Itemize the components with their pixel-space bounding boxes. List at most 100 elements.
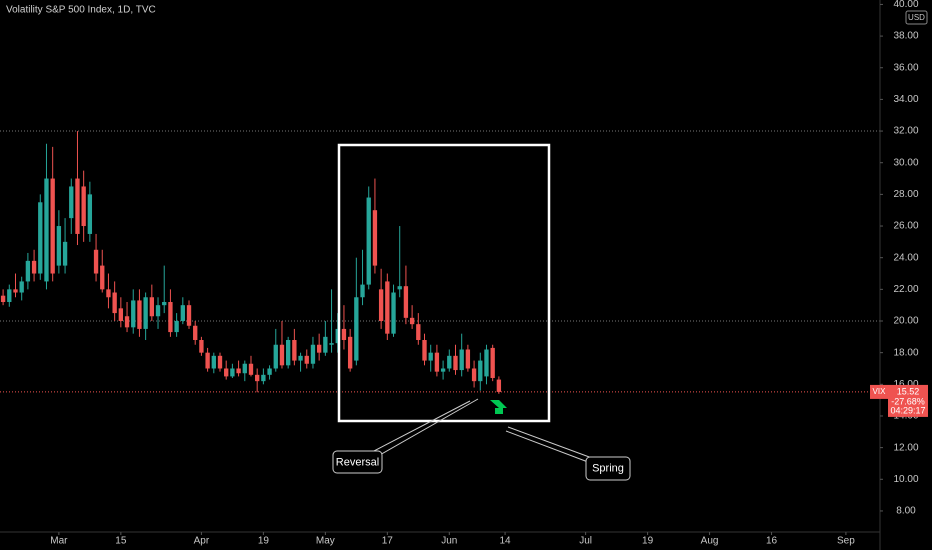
candle-body [87, 194, 93, 234]
candle-body [434, 352, 440, 372]
x-tick-label: 17 [382, 536, 394, 547]
currency: USD [908, 13, 925, 22]
highlight-box [337, 143, 551, 423]
candle-body [38, 202, 43, 274]
candle-body [118, 308, 124, 322]
x-tick-label: Mar [50, 536, 68, 547]
candle-body [205, 352, 210, 369]
candle-body [428, 352, 433, 361]
candle-body [335, 328, 340, 344]
y-tick-label: 40.00 [893, 0, 918, 10]
up-arrow [490, 400, 507, 414]
candle-body [273, 344, 278, 369]
candle-body [193, 325, 198, 340]
y-tick-label: 24.00 [893, 252, 918, 263]
candle-body [230, 368, 235, 377]
countdown: 04:29:17 [890, 405, 925, 415]
callout-line [371, 398, 479, 457]
annotation: Reversal [336, 456, 379, 468]
candle-body [465, 349, 471, 369]
candle-body [447, 355, 452, 369]
candle-body [478, 360, 483, 382]
candle-body [131, 300, 136, 328]
candle-body [279, 344, 285, 366]
candle-body [490, 347, 495, 378]
candle-body [69, 186, 74, 219]
candle-body [248, 363, 254, 375]
y-tick-label: 22.00 [893, 284, 918, 295]
candle-body [459, 349, 464, 371]
candle-body [323, 336, 328, 353]
candle-body [180, 305, 185, 322]
annotation-box [332, 450, 383, 474]
candle-body [261, 374, 266, 382]
y-tick-label: 20.00 [893, 316, 918, 327]
candle-body [409, 317, 415, 325]
candle-body [354, 297, 359, 361]
y-tick-label: 32.00 [893, 126, 918, 137]
candle-body [106, 289, 111, 298]
x-tick-label: 15 [115, 536, 127, 547]
x-tick-label: 19 [642, 536, 654, 547]
candle-body [453, 355, 458, 371]
symbol-label: VIX [873, 387, 887, 396]
candle-body [298, 355, 303, 361]
candle-body [112, 292, 117, 314]
candle-body [372, 210, 378, 266]
y-tick-label: 28.00 [893, 189, 918, 200]
candles [0, 130, 880, 394]
candle-body [397, 286, 402, 290]
candle-body [211, 355, 216, 369]
candle-body [137, 300, 142, 329]
x-tick-label: 19 [258, 536, 270, 547]
candle-body [484, 349, 489, 377]
candle-body [310, 344, 316, 364]
y-tick-label: 34.00 [893, 94, 918, 105]
last-price: 15.52 [897, 386, 920, 396]
y-tick-label: 10.00 [893, 474, 918, 485]
x-tick-label: May [316, 536, 335, 547]
candle-body [422, 339, 427, 361]
y-tick-label: 36.00 [893, 62, 918, 73]
candle-body [267, 368, 272, 375]
y-tick-label: 26.00 [893, 221, 918, 232]
candle-body [7, 289, 12, 303]
candle-body [440, 368, 446, 372]
candle-body [50, 178, 55, 274]
axes: 8.0010.0012.0014.0016.0018.0020.0022.002… [50, 0, 928, 547]
candle-body [31, 260, 37, 274]
candle-body [286, 339, 291, 366]
candle-body [81, 186, 86, 227]
candle-body [347, 336, 353, 369]
price-box [888, 384, 928, 417]
y-tick-label: 18.00 [893, 347, 918, 358]
candle-body [100, 265, 105, 290]
callout-line [505, 426, 593, 463]
candle-body [471, 368, 477, 382]
y-tick-label: 8.00 [896, 506, 916, 517]
candle-body [224, 368, 229, 377]
y-tick-label: 16.00 [893, 379, 918, 390]
candle-body [366, 197, 371, 285]
x-tick-label: Jun [441, 536, 457, 547]
candle-body [416, 324, 421, 340]
candle-body [385, 281, 390, 334]
candle-body [124, 316, 130, 328]
y-tick-label: 30.00 [893, 157, 918, 168]
x-tick-label: 16 [766, 536, 778, 547]
candle-body [162, 302, 167, 306]
x-tick-label: Apr [194, 536, 210, 547]
candle-body [155, 305, 161, 317]
candle-body [174, 321, 179, 333]
candle-body [341, 328, 347, 340]
candle-body [13, 289, 18, 293]
candle-body [199, 339, 204, 353]
candle-body [391, 292, 396, 334]
x-tick-label: Jul [579, 536, 592, 547]
candle-body [25, 260, 31, 282]
candle-body [255, 374, 260, 382]
candle-body [62, 241, 68, 266]
